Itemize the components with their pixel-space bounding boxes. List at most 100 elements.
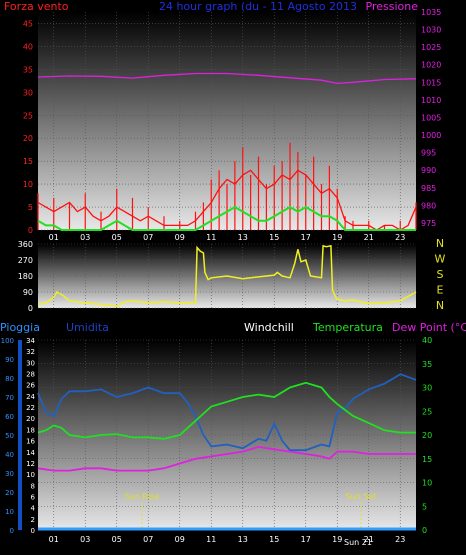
inner-tick-label: 10 [26, 471, 35, 479]
pressure-tick-label: 1015 [421, 78, 441, 87]
direction-tick-label: 360 [18, 240, 33, 249]
x-tick-label: 09 [175, 535, 185, 544]
inner-tick-label: 26 [26, 382, 35, 390]
x-tick-label: 13 [238, 233, 248, 242]
chart-title: 24 hour graph (du - 11 Agosto 2013 [159, 0, 357, 13]
temperature-tick-label: 40 [422, 336, 432, 345]
compass-label: N [436, 237, 444, 250]
humidity-tick-label: 0 [10, 527, 14, 535]
pressure-tick-label: 990 [421, 166, 436, 175]
x-tick-label: 17 [301, 233, 311, 242]
x-tick-label: 09 [175, 233, 185, 242]
x-tick-label: 03 [80, 233, 90, 242]
x-tick-label: 17 [301, 535, 311, 544]
wind-speed-tick-label: 10 [23, 180, 33, 189]
sun-21-label: Sun 21 [344, 538, 372, 547]
pressure-line [37, 72, 417, 85]
x-tick-label: 19 [332, 535, 342, 544]
pressure-tick-label: 995 [421, 149, 436, 158]
x-tick-label: 07 [143, 233, 153, 242]
inner-tick-label: 12 [26, 460, 35, 468]
wind-speed-tick-label: 30 [23, 88, 33, 97]
inner-tick-label: 34 [26, 337, 35, 345]
dew-point-line [37, 445, 416, 472]
inner-tick-label: 2 [31, 516, 35, 524]
humidity-tick-label: 90 [5, 356, 14, 364]
pressure-tick-label: 975 [421, 219, 436, 228]
legend-rain: Pioggia [0, 321, 40, 334]
temperature-tick-label: 35 [422, 360, 432, 369]
humidity-tick-label: 40 [5, 451, 14, 459]
x-tick-label: 01 [49, 233, 59, 242]
pressure-tick-label: 1000 [421, 131, 441, 140]
pressure-tick-label: 1030 [421, 26, 441, 35]
humidity-tick-label: 70 [5, 394, 14, 402]
inner-tick-label: 30 [26, 359, 35, 367]
inner-tick-label: 0 [31, 527, 35, 535]
x-tick-label: 11 [206, 535, 216, 544]
humidity-tick-label: 60 [5, 413, 14, 421]
humidity-tick-label: 10 [5, 508, 14, 516]
direction-tick-label: 270 [18, 256, 33, 265]
pressure-tick-label: 985 [421, 184, 436, 193]
temperature-tick-label: 10 [422, 479, 432, 488]
wind-avg-line [37, 205, 416, 231]
x-tick-label: 07 [143, 535, 153, 544]
direction-tick-label: 90 [23, 288, 33, 297]
wind-speed-tick-label: 20 [23, 134, 33, 143]
inner-tick-label: 6 [31, 493, 36, 501]
x-tick-label: 01 [49, 535, 59, 544]
wind-speed-tick-label: 15 [23, 157, 33, 166]
x-tick-label: 11 [206, 233, 216, 242]
pressure-axis-label: Pressione [366, 0, 419, 13]
temperature-tick-label: 5 [422, 502, 427, 511]
temperature-tick-label: 15 [422, 455, 432, 464]
temperature-tick-label: 25 [422, 407, 432, 416]
direction-tick-label: 180 [18, 272, 33, 281]
inner-tick-label: 32 [26, 348, 35, 356]
humidity-tick-label: 20 [5, 489, 14, 497]
inner-tick-label: 16 [26, 438, 35, 446]
x-tick-label: 13 [238, 535, 248, 544]
inner-tick-label: 22 [26, 404, 35, 412]
inner-tick-label: 14 [26, 449, 35, 457]
x-tick-label: 15 [269, 233, 279, 242]
wind-speed-tick-label: 25 [23, 111, 33, 120]
x-tick-label: 03 [80, 535, 90, 544]
x-tick-label: 05 [112, 535, 122, 544]
inner-tick-label: 28 [26, 371, 35, 379]
x-tick-label: 19 [332, 233, 342, 242]
legend-temperature: Temperatura [312, 321, 383, 334]
wind-speed-tick-label: 45 [23, 19, 33, 28]
inner-tick-label: 18 [26, 426, 35, 434]
rain-scale-bar [18, 340, 22, 530]
compass-label: W [435, 253, 446, 266]
x-tick-label: 21 [364, 535, 374, 544]
x-tick-label: 21 [364, 233, 374, 242]
x-tick-label: 15 [269, 535, 279, 544]
compass-label: E [437, 284, 444, 297]
pressure-tick-label: 1035 [421, 8, 441, 17]
wind-speed-tick-label: 35 [23, 65, 33, 74]
pressure-tick-label: 1025 [421, 43, 441, 52]
legend-humidity: Umidita [66, 321, 109, 334]
sunrise-label: Sun Rise [125, 492, 160, 501]
wind-speed-tick-label: 40 [23, 42, 33, 51]
humidity-line [37, 373, 417, 452]
humidity-tick-label: 50 [5, 432, 14, 440]
humidity-tick-label: 30 [5, 470, 14, 478]
wind-speed-tick-label: 0 [28, 226, 33, 235]
inner-tick-label: 8 [31, 482, 35, 490]
compass-label: S [437, 268, 444, 281]
wind-direction-line [37, 244, 417, 307]
x-tick-label: 23 [395, 233, 405, 242]
wind-speed-tick-label: 5 [28, 203, 33, 212]
humidity-tick-label: 80 [5, 375, 14, 383]
temperature-tick-label: 20 [422, 431, 432, 440]
temperature-tick-label: 30 [422, 384, 432, 393]
inner-tick-label: 24 [26, 393, 35, 401]
legend-windchill: Windchill [244, 321, 294, 334]
inner-tick-label: 4 [31, 505, 36, 513]
wind-speed-axis-label: Forza vento [4, 0, 69, 13]
